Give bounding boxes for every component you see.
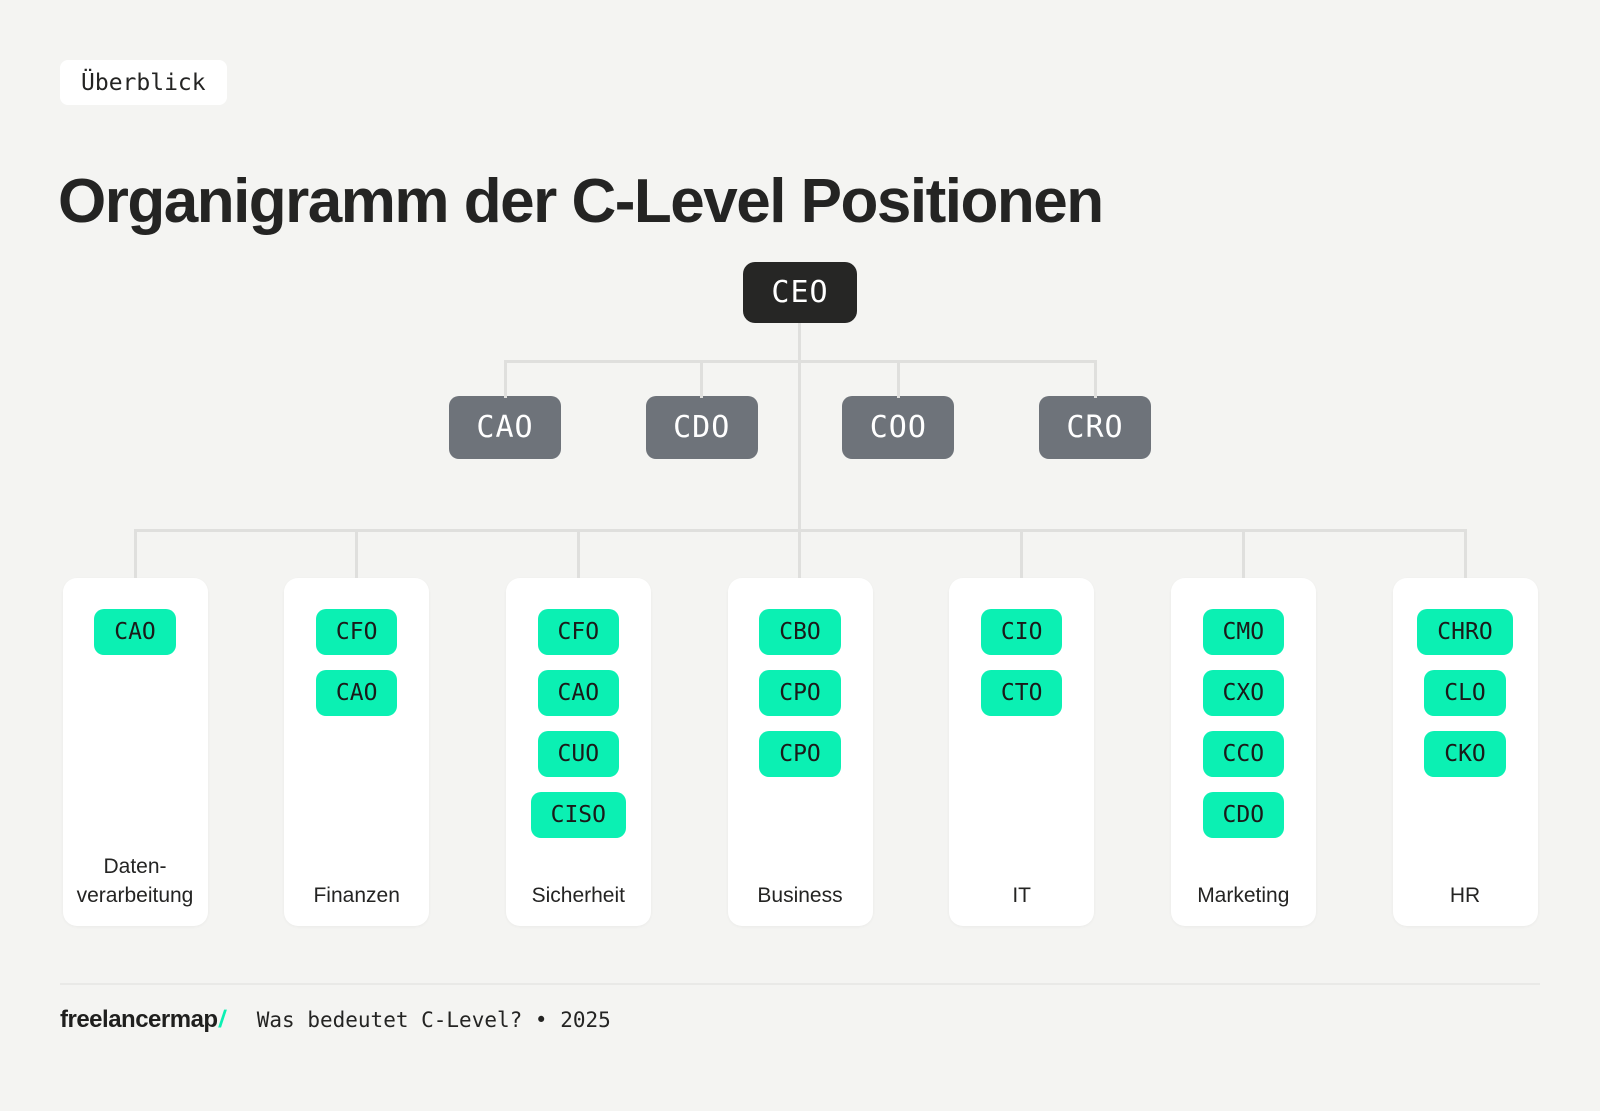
- connector-level3-drop: [1241, 529, 1245, 578]
- role-chip: CAO: [537, 670, 620, 716]
- connector-level3-drop: [355, 529, 359, 578]
- department-label: Finanzen: [284, 882, 429, 910]
- org-node-cro: CRO: [1039, 396, 1151, 459]
- overview-badge-label: Überblick: [81, 69, 206, 96]
- logo-text: freelancermap: [60, 1006, 218, 1033]
- department-label: HR: [1393, 882, 1538, 910]
- role-chip-list: CFO CAO: [284, 609, 429, 716]
- role-chip: CUO: [537, 731, 620, 777]
- department-card-it: CIO CTO IT: [949, 578, 1095, 926]
- department-label: Sicherheit: [506, 882, 651, 910]
- role-chip: CMO: [1202, 609, 1285, 655]
- role-chip: CXO: [1202, 670, 1285, 716]
- connector-level2-drop: [896, 360, 900, 398]
- department-label-line: Finanzen: [313, 883, 400, 907]
- role-chip: CAO: [315, 670, 398, 716]
- role-chip: CFO: [537, 609, 620, 655]
- role-chip: CCO: [1202, 731, 1285, 777]
- department-card-finanzen: CFO CAO Finanzen: [284, 578, 430, 926]
- connector-level3-drop: [133, 529, 137, 578]
- connector-trunk: [798, 323, 801, 578]
- connector-level3-drop: [576, 529, 580, 578]
- department-card-business: CBO CPO CPO Business: [727, 578, 873, 926]
- department-label-line: Sicherheit: [531, 883, 625, 907]
- overview-badge: Überblick: [60, 60, 227, 105]
- org-node-label: COO: [869, 410, 927, 445]
- department-label: IT: [949, 882, 1094, 910]
- role-chip-list: CFO CAO CUO CISO: [506, 609, 651, 838]
- org-node-coo: COO: [842, 396, 955, 459]
- connector-level2-drop: [503, 360, 507, 398]
- department-label-line: Daten-: [103, 855, 167, 879]
- department-label-line: HR: [1449, 883, 1481, 907]
- freelancermap-logo: freelancermap /: [60, 1006, 227, 1034]
- logo-slash-icon: /: [216, 1006, 227, 1033]
- connector-level3-drop: [1020, 529, 1024, 578]
- department-label-line: Business: [757, 883, 843, 907]
- connector-level2-drop: [1093, 360, 1097, 398]
- footer-divider: [60, 983, 1540, 985]
- org-node-cdo: CDO: [645, 396, 758, 459]
- footer-tagline: Was bedeutet C-Level? • 2025: [256, 1008, 611, 1032]
- department-card-sicherheit: CFO CAO CUO CISO Sicherheit: [505, 578, 651, 926]
- role-chip-list: CIO CTO: [949, 609, 1094, 716]
- department-card-datenverarbeitung: CAO Daten-verarbeitung: [62, 578, 208, 926]
- org-node-ceo-label: CEO: [771, 275, 829, 310]
- department-label: Marketing: [1171, 882, 1316, 910]
- role-chip: CLO: [1424, 670, 1506, 716]
- org-node-ceo: CEO: [743, 262, 857, 323]
- role-chip: CAO: [94, 609, 176, 655]
- org-node-label: CAO: [476, 410, 534, 445]
- role-chip: CDO: [1202, 792, 1285, 838]
- connector-level3-rail: [135, 529, 1465, 532]
- department-label-line: verarbeitung: [76, 883, 194, 907]
- connector-level2-drop: [700, 360, 704, 398]
- org-node-cao: CAO: [449, 396, 561, 459]
- role-chip: CKO: [1424, 731, 1506, 777]
- department-card-marketing: CMO CXO CCO CDO Marketing: [1170, 578, 1316, 926]
- role-chip: CPO: [759, 731, 841, 777]
- org-node-label: CDO: [673, 410, 731, 445]
- role-chip: CPO: [759, 670, 841, 716]
- org-node-label: CRO: [1066, 410, 1124, 445]
- role-chip-list: CHRO CLO CKO: [1393, 609, 1538, 777]
- department-label: Daten-verarbeitung: [63, 853, 208, 910]
- footer: freelancermap / Was bedeutet C-Level? • …: [60, 1002, 611, 1038]
- connector-level2-rail: [505, 360, 1095, 363]
- role-chip: CHRO: [1417, 609, 1513, 655]
- page-title: Organigramm der C-Level Positionen: [58, 166, 1104, 236]
- role-chip-list: CMO CXO CCO CDO: [1171, 609, 1316, 838]
- role-chip-list: CAO: [63, 609, 208, 655]
- connector-level3-drop: [1463, 529, 1467, 578]
- role-chip: CIO: [980, 609, 1063, 655]
- role-chip: CTO: [980, 670, 1063, 716]
- department-label: Business: [728, 882, 873, 910]
- department-label-line: IT: [1012, 883, 1032, 907]
- role-chip-list: CBO CPO CPO: [728, 609, 873, 777]
- role-chip: CISO: [530, 792, 626, 838]
- department-card-hr: CHRO CLO CKO HR: [1392, 578, 1538, 926]
- department-label-line: Marketing: [1197, 883, 1290, 907]
- role-chip: CFO: [315, 609, 398, 655]
- role-chip: CBO: [759, 609, 841, 655]
